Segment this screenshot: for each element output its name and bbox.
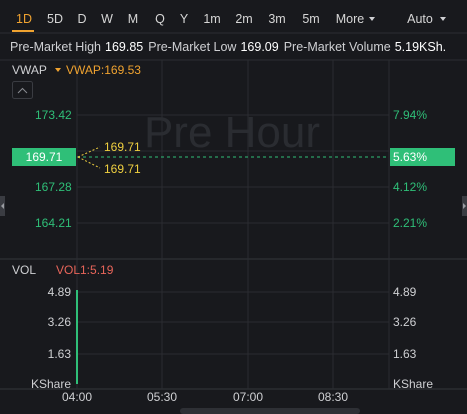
stat-value: 169.09	[240, 40, 279, 54]
more-caret	[369, 17, 375, 21]
volume-tick: 4.89	[47, 285, 71, 299]
stat-label: Pre-Market Volume	[283, 40, 391, 54]
stat-label: Pre-Market High	[10, 40, 101, 54]
chart-mode[interactable]: Auto	[407, 12, 433, 26]
price-tick: 173.42	[35, 108, 72, 122]
stat-label: Pre-Market Low	[148, 40, 237, 54]
watermark: Pre Hour	[143, 108, 321, 157]
marker-label: 169.71	[104, 162, 141, 176]
timeframe-tab[interactable]: 2m	[235, 12, 253, 26]
active-underline	[12, 30, 34, 32]
indicator-value: VOL1:5.19	[56, 263, 114, 277]
price-tick: 167.28	[35, 180, 72, 194]
timeframe-tab[interactable]: 1m	[203, 12, 221, 26]
timeframe-tab[interactable]: More	[335, 12, 365, 26]
timeframe-tab[interactable]: 3m	[268, 12, 286, 26]
stat-value: 169.85	[105, 40, 144, 54]
volume-tick: 1.63	[47, 347, 71, 361]
time-tick: 08:30	[317, 390, 349, 404]
percent-tick: 2.21%	[393, 216, 428, 230]
volume-tick: 4.89	[393, 285, 417, 299]
volume-tick: 1.63	[393, 347, 417, 361]
price-tick: 164.21	[35, 216, 72, 230]
timeframe-tab[interactable]: 5D	[47, 12, 63, 26]
volume-tick: 3.26	[47, 315, 71, 329]
stats-line: Pre-Market High 169.85 Pre-Market Low 169.0…	[10, 40, 451, 54]
timeframe-tab[interactable]: 5m	[302, 12, 320, 26]
time-tick: 07:00	[232, 390, 264, 404]
timeframe-tab[interactable]: Q	[155, 12, 165, 26]
scrollbar[interactable]	[180, 408, 360, 414]
volume-tick: 3.26	[393, 315, 417, 329]
grid	[76, 60, 390, 389]
time-tick: 05:30	[146, 390, 178, 404]
time-tick: 04:00	[61, 390, 93, 404]
indicator-name: VWAP	[12, 63, 47, 77]
volume-tick: KShare	[393, 377, 434, 391]
stat-value: 5.19KSh.	[394, 40, 447, 54]
marker-leader	[77, 146, 101, 169]
indicator-value: VWAP:169.53	[66, 63, 141, 77]
collapse-button[interactable]	[12, 81, 33, 99]
volume-tick: KShare	[30, 377, 71, 391]
percent-tick: 7.94%	[393, 108, 428, 122]
auto-caret	[440, 17, 446, 21]
timeframe-tab[interactable]: Y	[179, 12, 189, 26]
change-badge	[390, 148, 455, 166]
volume-bar	[76, 290, 78, 384]
percent-tick: 4.12%	[393, 180, 428, 194]
timeframe-tab[interactable]: D	[77, 12, 87, 26]
current-change: 5.63%	[393, 150, 428, 164]
marker-label: 169.71	[104, 140, 141, 154]
current-price: 169.71	[25, 150, 63, 164]
collapse-icon	[17, 87, 28, 94]
timeframe-tab[interactable]: 1D	[16, 12, 32, 26]
vwap-caret	[55, 68, 61, 72]
timeframe-tab[interactable]: W	[101, 12, 113, 26]
price-badge	[12, 148, 76, 166]
timeframe-tab[interactable]: M	[127, 12, 139, 26]
indicator-name: VOL	[12, 263, 37, 277]
